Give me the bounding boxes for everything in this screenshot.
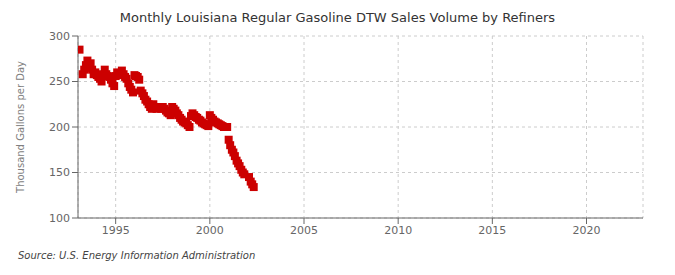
svg-text:2015: 2015: [478, 224, 506, 237]
svg-text:250: 250: [49, 75, 70, 88]
html-text:Source: U.S. Energy Informatio: Source: U.S. Energy Information Administ…: [18, 250, 256, 261]
svg-text:2005: 2005: [290, 224, 318, 237]
svg-text:200: 200: [49, 121, 70, 134]
svg-text:100: 100: [49, 212, 70, 225]
svg-text:150: 150: [49, 166, 70, 179]
svg-text:2020: 2020: [573, 224, 601, 237]
svg-text:2010: 2010: [384, 224, 412, 237]
html-text:Monthly Louisiana Regular Gaso: Monthly Louisiana Regular Gasoline DTW S…: [119, 10, 556, 25]
svg-text:2000: 2000: [196, 224, 224, 237]
svg-text:1995: 1995: [102, 224, 130, 237]
svg-text:300: 300: [49, 30, 70, 43]
svg-text:Thousand Gallons per Day: Thousand Gallons per Day: [15, 61, 26, 194]
